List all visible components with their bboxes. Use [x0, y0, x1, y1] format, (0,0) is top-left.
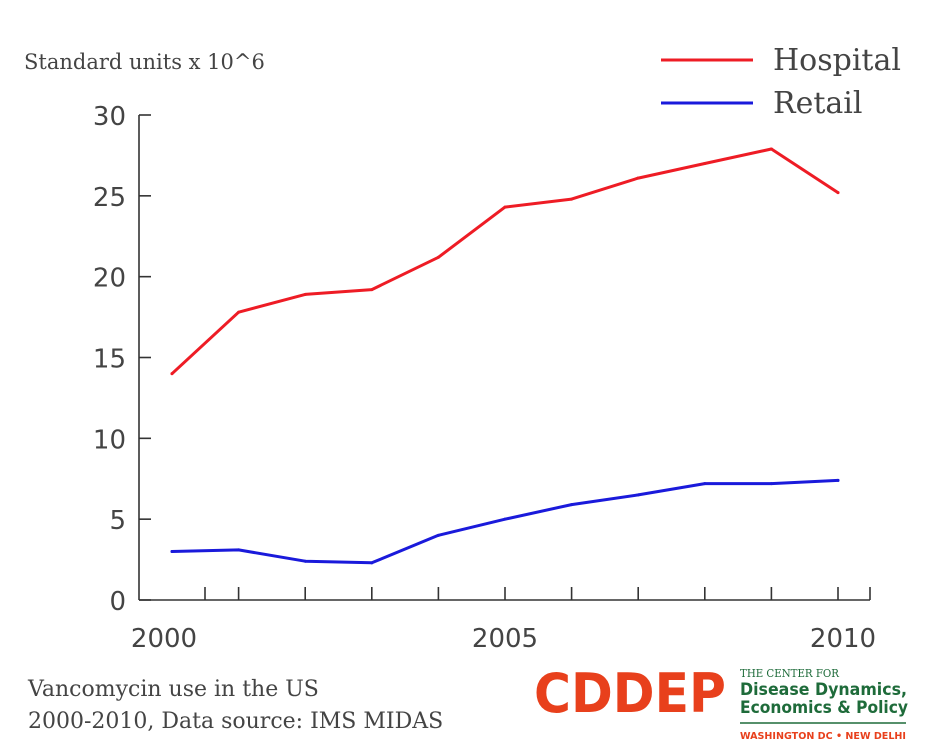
x-tick-label: 2010 — [810, 624, 876, 654]
legend-label-retail: Retail — [773, 86, 862, 121]
logo-line-3: Economics & Policy — [740, 698, 908, 718]
y-tick-label: 5 — [109, 506, 126, 536]
logo-wordmark: CDDEP — [534, 662, 726, 725]
y-tick-label: 25 — [93, 183, 126, 213]
caption-line-2: 2000-2010, Data source: IMS MIDAS — [28, 709, 443, 734]
data-point — [237, 310, 241, 314]
x-tick-label: 2005 — [472, 624, 538, 654]
data-point — [703, 482, 707, 486]
logo-line-1: THE CENTER FOR — [740, 667, 840, 680]
data-point — [636, 493, 640, 497]
legend-label-hospital: Hospital — [773, 43, 901, 78]
data-point — [570, 197, 574, 201]
data-point — [836, 478, 840, 482]
data-point — [503, 205, 507, 209]
plot-area — [170, 147, 840, 565]
data-point — [303, 292, 307, 296]
data-point — [769, 482, 773, 486]
x-tick-label: 2000 — [131, 624, 197, 654]
data-point — [503, 517, 507, 521]
data-point — [769, 147, 773, 151]
axes: 0 5 10 15 20 25 30 2000 2005 2010 — [93, 102, 876, 654]
logo-line-4: WASHINGTON DC • NEW DELHI — [740, 731, 906, 742]
y-tick-label: 20 — [93, 264, 126, 294]
data-point — [370, 288, 374, 292]
data-point — [170, 550, 174, 553]
data-point — [370, 561, 374, 565]
data-point — [836, 191, 840, 195]
data-point — [436, 255, 440, 259]
series-line-retail — [170, 478, 840, 565]
data-point — [636, 176, 640, 180]
data-point — [237, 548, 241, 552]
caption-line-1: Vancomycin use in the US — [27, 677, 319, 702]
y-tick-label: 10 — [93, 425, 126, 455]
y-tick-label: 0 — [109, 587, 126, 617]
cddep-logo: CDDEP THE CENTER FOR Disease Dynamics, E… — [534, 662, 908, 742]
y-tick-label: 30 — [93, 102, 126, 132]
legend: Hospital Retail — [661, 43, 901, 121]
data-point — [703, 162, 707, 165]
data-point — [303, 559, 307, 563]
data-point — [570, 503, 574, 507]
logo-line-2: Disease Dynamics, — [740, 680, 907, 700]
series-line-hospital — [170, 147, 840, 376]
data-point — [170, 372, 174, 376]
y-axis-label: Standard units x 10^6 — [24, 50, 265, 74]
data-point — [436, 533, 440, 537]
y-tick-label: 15 — [93, 345, 126, 375]
